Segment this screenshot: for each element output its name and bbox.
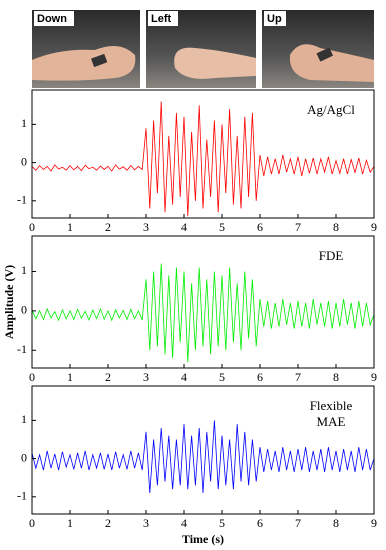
y-tick-label: 1 [21, 412, 27, 426]
y-tick-label: 0 [21, 303, 27, 317]
plot-frame [31, 235, 375, 369]
photo-label: Down [37, 13, 67, 25]
x-tick-label: 4 [181, 220, 187, 234]
y-tick-label: 1 [21, 263, 27, 277]
signal-line [31, 263, 375, 363]
x-tick-label: 8 [333, 370, 339, 384]
y-tick-label: 0 [21, 154, 27, 168]
signal-line [31, 420, 375, 494]
x-tick-label: 0 [29, 220, 35, 234]
y-tick-label: 0 [21, 450, 27, 464]
legend-label: Flexible MAE [309, 398, 353, 429]
y-tick-label: 1 [21, 116, 27, 130]
x-tick-label: 6 [257, 516, 263, 530]
signal-line [31, 101, 375, 217]
x-tick-label: 6 [257, 370, 263, 384]
x-tick-label: 5 [219, 370, 225, 384]
photo-label: Up [267, 13, 282, 25]
x-tick-label: 9 [371, 220, 377, 234]
x-tick-label: 2 [105, 220, 111, 234]
x-tick-label: 3 [143, 220, 149, 234]
x-tick-label: 9 [371, 516, 377, 530]
x-tick-label: 7 [295, 370, 301, 384]
photo [32, 10, 140, 88]
x-tick-label: 2 [105, 516, 111, 530]
x-tick-label: 8 [333, 220, 339, 234]
x-tick-label: 5 [219, 220, 225, 234]
plot-frame [31, 385, 375, 515]
x-tick-label: 0 [29, 370, 35, 384]
plot-frame [31, 89, 375, 219]
y-tick-label: -1 [17, 193, 27, 207]
x-tick-label: 4 [181, 516, 187, 530]
x-tick-label: 5 [219, 516, 225, 530]
y-axis-label: Amplitude (V) [2, 265, 16, 339]
x-tick-label: 1 [67, 220, 73, 234]
label-box [148, 11, 178, 26]
x-tick-label: 6 [257, 220, 263, 234]
x-tick-label: 7 [295, 516, 301, 530]
x-tick-label: 9 [371, 370, 377, 384]
legend-label: FDE [318, 248, 344, 263]
label-box [264, 11, 286, 26]
x-tick-label: 1 [67, 516, 73, 530]
y-tick-label: -1 [17, 489, 27, 503]
x-tick-label: 3 [143, 370, 149, 384]
x-tick-label: 8 [333, 516, 339, 530]
x-tick-label: 3 [143, 516, 149, 530]
legend-label: Ag/AgCl [307, 102, 355, 117]
photo-label: Left [151, 13, 172, 25]
x-tick-label: 1 [67, 370, 73, 384]
x-tick-label: 4 [181, 370, 187, 384]
x-tick-label: 2 [105, 370, 111, 384]
y-tick-label: -1 [17, 342, 27, 356]
x-axis-label: Time (s) [182, 532, 224, 546]
x-tick-label: 0 [29, 516, 35, 530]
x-tick-label: 7 [295, 220, 301, 234]
label-box [34, 11, 74, 26]
